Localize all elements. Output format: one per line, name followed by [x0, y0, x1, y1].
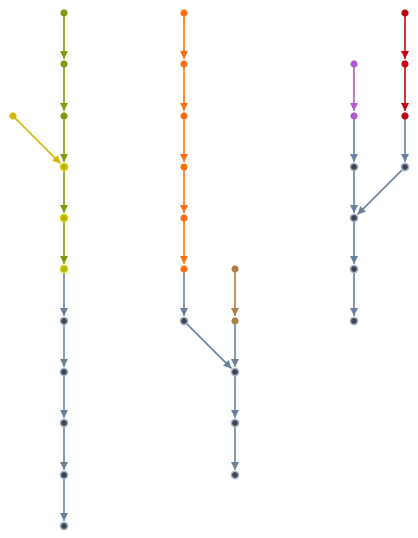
node — [350, 112, 358, 120]
node — [349, 316, 359, 326]
node — [231, 265, 239, 273]
node — [180, 60, 188, 68]
node — [59, 213, 69, 223]
node — [60, 9, 68, 17]
edges — [12, 13, 409, 521]
node — [180, 9, 188, 17]
edge — [12, 115, 62, 165]
node — [59, 521, 69, 531]
node — [180, 163, 188, 171]
node — [9, 112, 17, 120]
node — [230, 470, 240, 480]
node — [400, 162, 410, 172]
node — [60, 112, 68, 120]
node — [230, 367, 240, 377]
node — [180, 214, 188, 222]
node — [401, 112, 409, 120]
node — [59, 316, 69, 326]
edge — [356, 166, 406, 216]
node — [350, 60, 358, 68]
node — [59, 470, 69, 480]
node — [59, 418, 69, 428]
node — [230, 418, 240, 428]
node — [349, 213, 359, 223]
node — [180, 112, 188, 120]
node — [59, 264, 69, 274]
node — [401, 9, 409, 17]
node — [179, 316, 189, 326]
nodes — [9, 9, 410, 531]
node — [401, 60, 409, 68]
node — [231, 317, 239, 325]
node — [59, 367, 69, 377]
node — [349, 264, 359, 274]
node — [59, 162, 69, 172]
node — [60, 60, 68, 68]
node — [349, 162, 359, 172]
node — [180, 265, 188, 273]
edge — [183, 320, 233, 370]
